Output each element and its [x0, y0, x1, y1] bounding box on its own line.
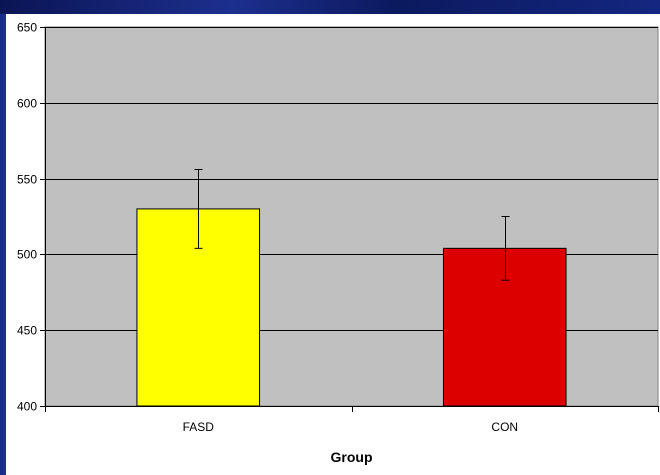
x-tick-label-con: CON	[491, 420, 518, 434]
bar-con	[442, 247, 567, 407]
y-tick-label-500: 500	[17, 248, 37, 262]
y-tick-label-600: 600	[17, 97, 37, 111]
y-tick-label-550: 550	[17, 173, 37, 187]
x-tick-label-fasd: FASD	[183, 420, 215, 434]
y-tick-label-650: 650	[17, 21, 37, 35]
slide-top-band	[0, 0, 660, 14]
x-tick-labels: FASD CON	[183, 420, 519, 434]
x-axis-title: Group	[331, 449, 373, 465]
axes	[40, 27, 659, 412]
y-tick-labels: 400 450 500 550 600 650	[17, 21, 37, 414]
error-bars	[194, 169, 510, 281]
y-tick-label-450: 450	[17, 324, 37, 338]
y-tick-label-400: 400	[17, 400, 37, 414]
